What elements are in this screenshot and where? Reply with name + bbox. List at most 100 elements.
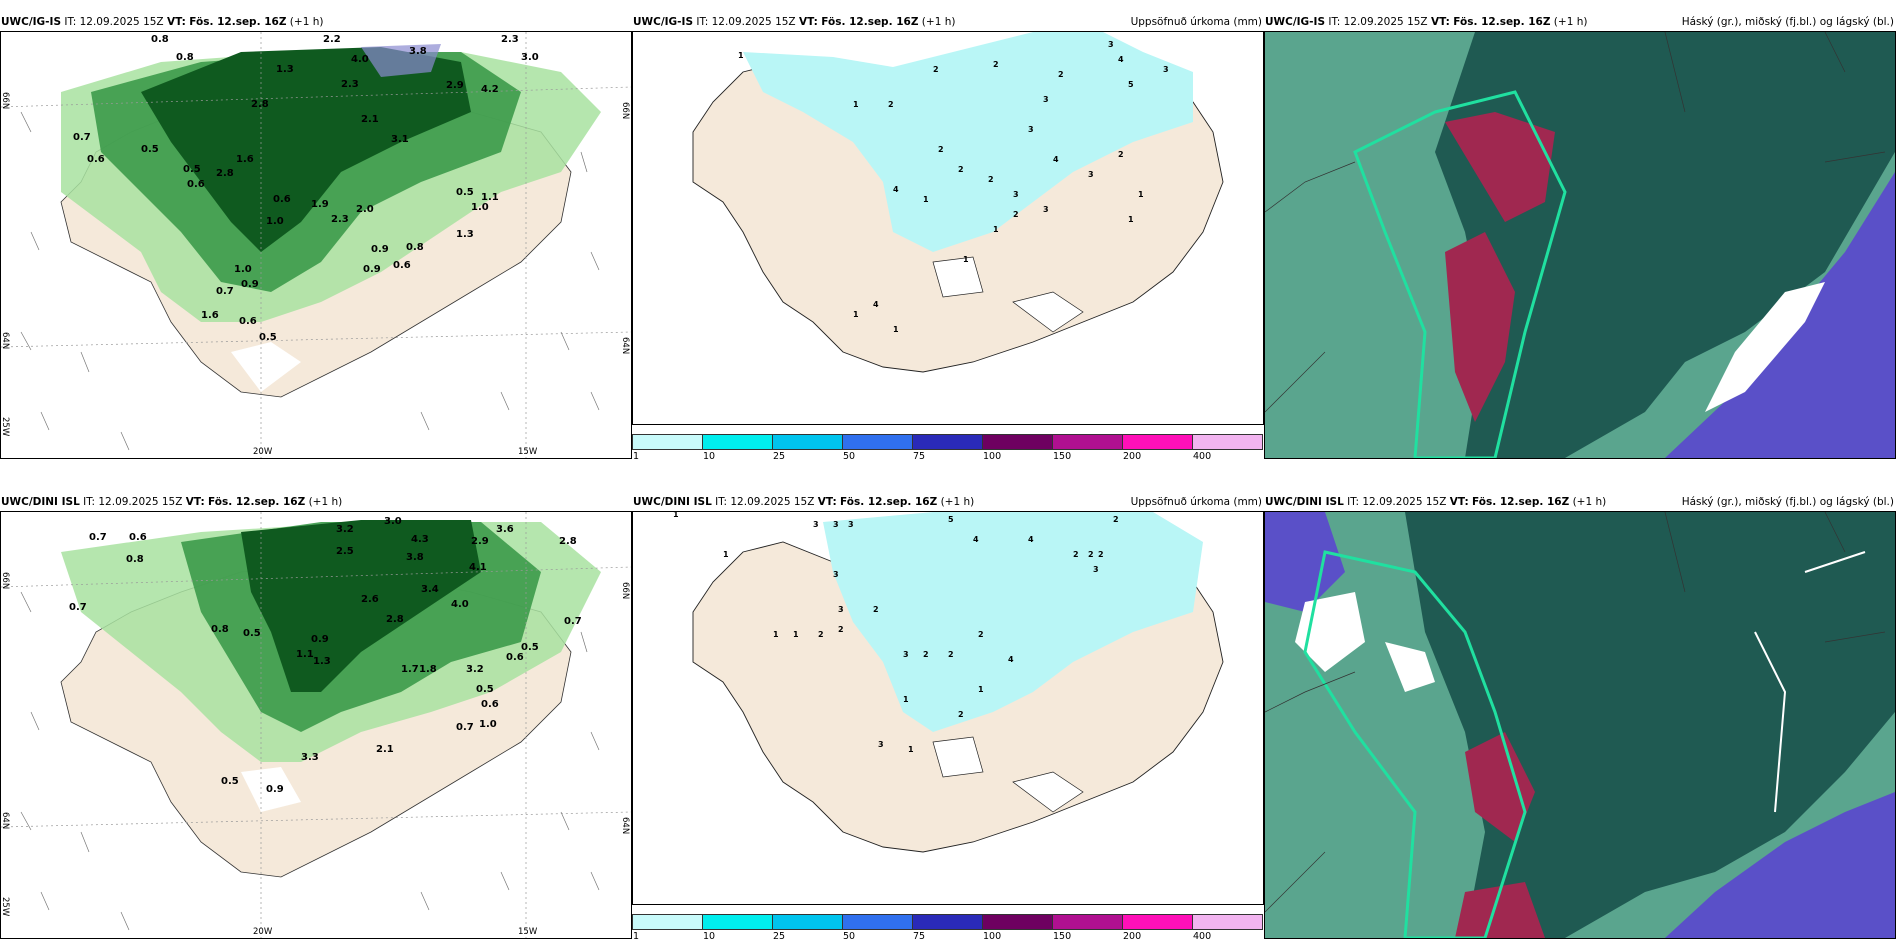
value-label: 1.0 (234, 264, 252, 275)
value-label: 0.6 (481, 699, 499, 710)
high-cloud-blue (1665, 792, 1895, 938)
colorbar-swatch (1122, 914, 1193, 930)
value-label: 1.8 (419, 664, 437, 675)
value-label: 2 (1088, 550, 1094, 559)
value-label: 4 (1008, 655, 1014, 664)
value-label: 0.9 (311, 634, 329, 645)
value-label: 2 (818, 630, 824, 639)
colorbar-swatch (632, 434, 703, 450)
value-label: 2.1 (376, 744, 394, 755)
colorbar-tick: 50 (843, 931, 856, 942)
axis-label: 64N (1, 332, 10, 349)
value-label: 0.7 (456, 722, 474, 733)
value-label: 3 (1043, 205, 1049, 214)
value-label: 3 (1028, 125, 1034, 134)
value-label: 0.5 (221, 776, 239, 787)
value-label: 1.7 (401, 664, 419, 675)
colorbar-tick: 25 (773, 931, 786, 942)
value-label: 0.9 (363, 264, 381, 275)
axis-label: 15W (518, 927, 538, 937)
cloud-map[interactable] (1264, 511, 1896, 939)
value-label: 3 (1108, 40, 1114, 49)
value-label: 0.5 (183, 164, 201, 175)
value-label: 2 (938, 145, 944, 154)
value-label: 3 (833, 520, 839, 529)
value-label: 3.6 (496, 524, 514, 535)
green-dark-area (241, 520, 481, 692)
value-label: 2 (1058, 70, 1064, 79)
glacier (932, 736, 1084, 813)
value-label: 2 (923, 650, 929, 659)
value-label: 2 (888, 100, 894, 109)
high-cloud-blue (1265, 512, 1345, 612)
value-label: 1.3 (276, 64, 294, 75)
value-label: 4 (873, 300, 879, 309)
value-label: 0.5 (141, 144, 159, 155)
value-label: 2 (958, 165, 964, 174)
axis-label: 64N (1, 812, 10, 829)
value-label: 2 (1073, 550, 1079, 559)
value-label: 2.8 (386, 614, 404, 625)
panel-header: UWC/DINI ISL IT: 12.09.2025 15Z VT: Fös.… (1264, 493, 1896, 511)
model-name: UWC/IG-IS (1265, 16, 1326, 28)
colorbar-tick: 100 (983, 931, 1002, 942)
value-label: 3 (903, 650, 909, 659)
axis-label: 64N (620, 817, 630, 834)
value-label: 2 (933, 65, 939, 74)
colorbar-swatch (842, 434, 913, 450)
value-label: 2.8 (251, 99, 269, 110)
colorbar-tick: 200 (1123, 451, 1142, 462)
value-label: 2.8 (216, 168, 234, 179)
value-label: 4.0 (451, 599, 469, 610)
value-label: 4 (1118, 55, 1124, 64)
precip-map[interactable]: 1 1 2 2 3 4 5 2 3 2 3 2 4 3 1 2 4 3 1 1 (632, 31, 1264, 425)
value-label: 1 (963, 255, 969, 264)
axis-label: 25W (1, 417, 10, 437)
value-label: 1.9 (311, 199, 329, 210)
value-label: 0.8 (406, 242, 424, 253)
wind-map[interactable]: 0.7 0.6 0.8 0.7 0.8 0.5 3.2 3.0 2.5 3.8 … (0, 511, 632, 939)
colorbar-tick: 400 (1193, 931, 1212, 942)
value-label: 2.6 (361, 594, 379, 605)
cloud-green-edges (1303, 550, 1527, 938)
colorbar-tick: 25 (773, 451, 786, 462)
value-label: 2 (1118, 150, 1124, 159)
value-label: 1 (853, 100, 859, 109)
value-label: 2.0 (356, 204, 374, 215)
cloud-panel-bottom: UWC/DINI ISL IT: 12.09.2025 15Z VT: Fös.… (1264, 493, 1896, 939)
model-name: UWC/IG-IS (633, 16, 694, 28)
value-label: 2.3 (341, 79, 359, 90)
cloud-map[interactable] (1264, 31, 1896, 459)
value-label: 0.5 (476, 684, 494, 695)
value-label: 1.6 (236, 154, 254, 165)
value-label: 2 (978, 630, 984, 639)
colorbar-tick: 1 (633, 931, 640, 942)
precip-values: 1 1 3 3 3 5 4 4 2 2 2 3 3 2 1 1 2 2 3 3 (673, 512, 1119, 754)
white-patch (241, 767, 301, 812)
value-label: 0.9 (266, 784, 284, 795)
high-cloud-white (1705, 282, 1825, 412)
low-cloud-dark (1405, 512, 1895, 938)
axis-label: 66N (620, 102, 630, 119)
precip-map[interactable]: 1 1 3 3 3 5 4 4 2 2 2 3 3 2 1 1 2 2 3 3 (632, 511, 1264, 905)
value-label: 1.0 (266, 216, 284, 227)
value-label: 1.3 (456, 229, 474, 240)
cloud-panel-top: UWC/IG-IS IT: 12.09.2025 15Z VT: Fös. 12… (1264, 13, 1896, 459)
precip-panel-top: UWC/IG-IS IT: 12.09.2025 15Z VT: Fös. 12… (632, 13, 1264, 462)
value-label: 0.6 (393, 260, 411, 271)
value-label: 0.7 (69, 602, 87, 613)
colorbar-swatch (702, 914, 773, 930)
colorbar-tick: 400 (1193, 451, 1212, 462)
value-label: 0.5 (259, 332, 277, 343)
value-label: 0.6 (87, 154, 105, 165)
wind-map[interactable]: 0.8 0.8 0.7 0.6 0.5 0.5 0.6 2.2 2.3 3.0 … (0, 31, 632, 459)
value-label: 3 (1043, 95, 1049, 104)
colorbar-tick: 75 (913, 451, 926, 462)
colorbar-tick: 100 (983, 451, 1002, 462)
value-label: 3.1 (391, 134, 409, 145)
colorbar-tick: 150 (1053, 931, 1072, 942)
value-label: 3 (1088, 170, 1094, 179)
value-label: 2 (958, 710, 964, 719)
wind-values: 0.8 0.8 0.7 0.6 0.5 0.5 0.6 2.2 2.3 3.0 … (73, 34, 539, 343)
cyan-precip-area (823, 512, 1203, 732)
